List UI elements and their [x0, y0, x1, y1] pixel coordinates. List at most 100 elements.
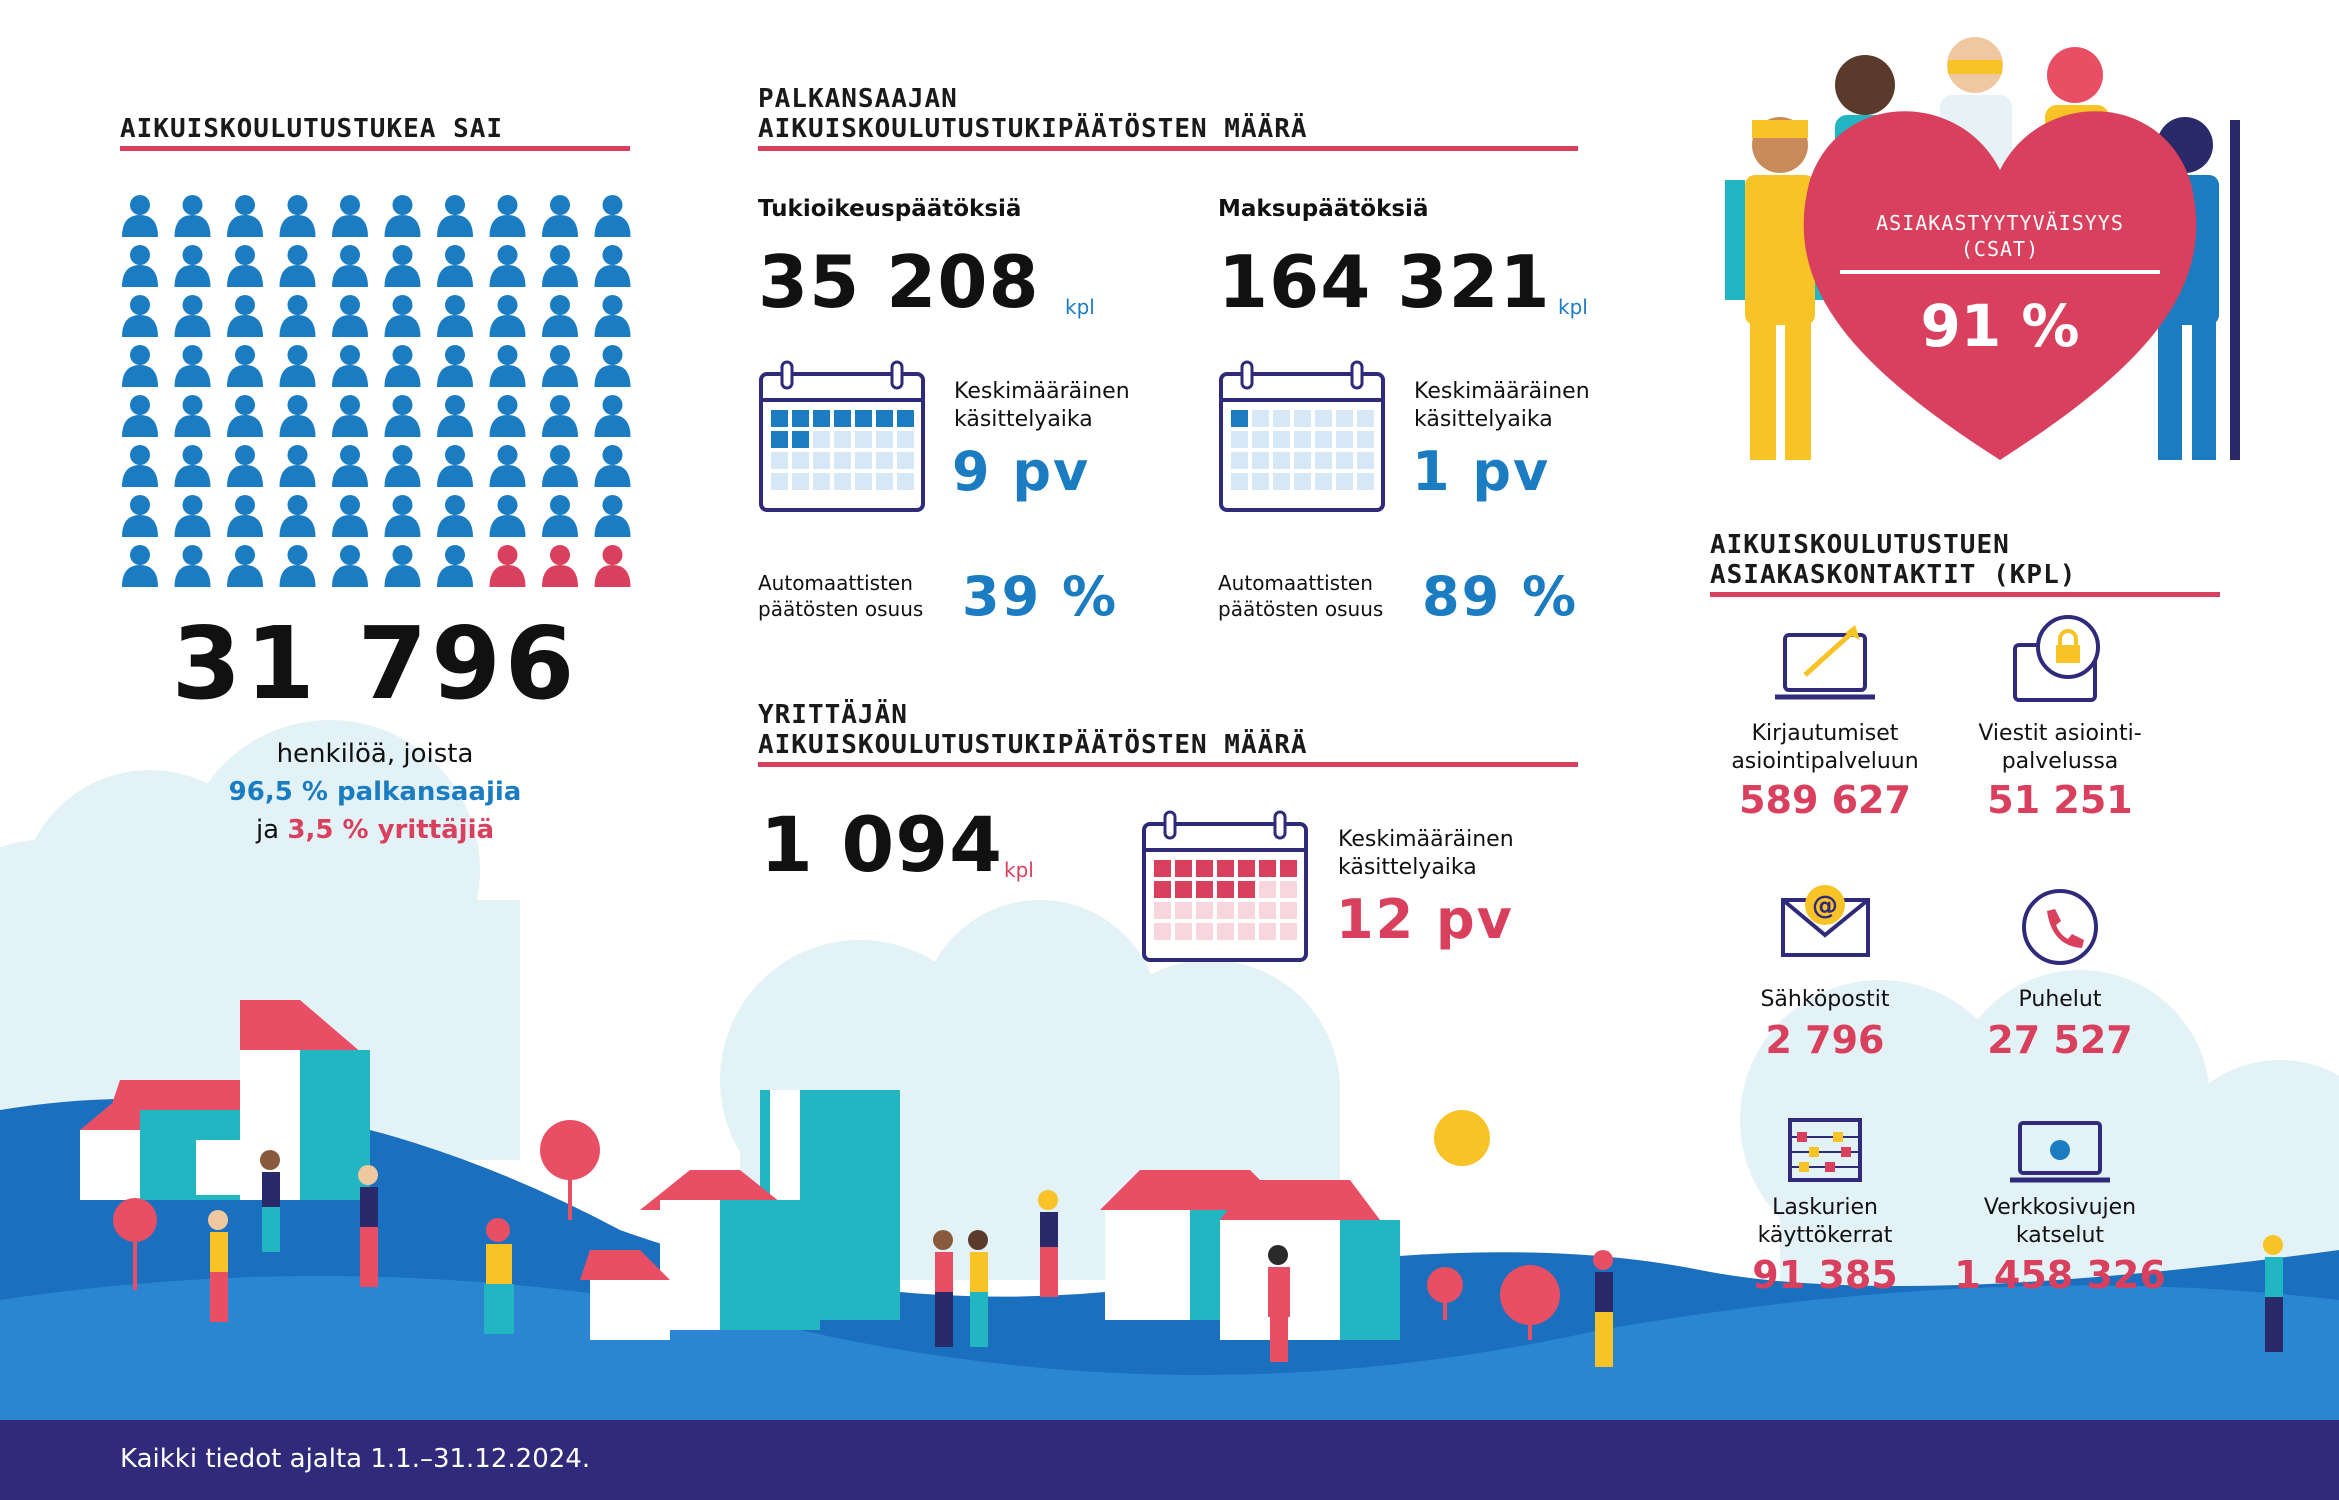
contact-value-calculators: 91 385: [1752, 1253, 1898, 1297]
contacts-heading-line-1: AIKUISKOULUTUSTUEN: [1710, 530, 2010, 560]
calendar-day: [876, 473, 893, 490]
calendar-day: [813, 452, 830, 469]
person-icon: [122, 295, 158, 337]
person-icon: [227, 495, 263, 537]
calendar-day: [1175, 902, 1192, 919]
calendar-day: [855, 431, 872, 448]
calendar-day-filled: [1196, 881, 1213, 898]
calendar-day: [1196, 923, 1213, 940]
person-icon: [332, 245, 368, 287]
person-icon: [594, 295, 631, 337]
left-heading-rule: [120, 146, 630, 151]
person-icon: [122, 395, 158, 437]
entrepreneur-time-label: Keskimääräinen käsittelyaika: [1338, 826, 1514, 882]
calendar-day: [855, 473, 872, 490]
entrepreneur-heading-rule: [758, 762, 1578, 767]
person-icon: [279, 195, 316, 237]
breakdown-line-1: henkilöä, joista: [276, 739, 474, 769]
person-icon: [437, 495, 473, 537]
calendar-day: [834, 452, 851, 469]
calendar-day: [1294, 431, 1311, 448]
breakdown-line-3: ja 3,5 % yrittäjiä: [120, 811, 630, 849]
contact-label-pageviews-1: Verkkosivujen: [1983, 1195, 2137, 1220]
person-icon: [594, 445, 631, 487]
secure-message-icon: [2013, 615, 2100, 702]
calendar-day: [855, 452, 872, 469]
entrepreneur-time-value: 12 pv: [1336, 888, 1514, 951]
calendar-day: [834, 473, 851, 490]
person-icon: [174, 295, 211, 337]
person-icon: [437, 545, 473, 587]
calendar-day: [1294, 410, 1311, 427]
person-icon: [279, 395, 316, 437]
calendar-day: [1259, 902, 1276, 919]
calendar-day-filled: [792, 410, 809, 427]
calendar-day-filled: [813, 410, 830, 427]
payment-auto-label: Automaattisten päätösten osuus: [1218, 570, 1383, 622]
entrepreneur-value: 1 094: [760, 800, 1003, 889]
calendar-day-filled: [1231, 410, 1248, 427]
person-icon: [437, 395, 473, 437]
person-icon: [437, 345, 473, 387]
calendar-day: [1273, 452, 1290, 469]
person-icon: [332, 345, 368, 387]
calendar-day-filled: [1238, 860, 1255, 877]
person-icon: [489, 495, 526, 537]
calendar-day: [1280, 881, 1297, 898]
calendar-icon: [759, 360, 925, 512]
contact-label-pageviews-2: katselut: [2015, 1223, 2105, 1248]
entitlement-auto-label: Automaattisten päätösten osuus: [758, 570, 923, 622]
contact-label-logins-1: Kirjautumiset: [1751, 721, 1899, 746]
person-icon: [332, 545, 368, 587]
entitlement-unit: kpl: [1065, 295, 1095, 319]
person-icon: [227, 545, 263, 587]
payment-auto-label-2: päätösten osuus: [1218, 597, 1384, 621]
person-icon: [279, 495, 316, 537]
csat-label: ASIAKASTYYTYVÄISYYS (CSAT): [1840, 210, 2160, 262]
person-icon: [542, 295, 578, 337]
calendar-day: [771, 473, 788, 490]
calendar-day: [897, 473, 914, 490]
calendar-day: [876, 452, 893, 469]
person-icon: [489, 295, 526, 337]
person-icon: [279, 295, 316, 337]
person-icon: [332, 395, 368, 437]
person-icon: [437, 445, 473, 487]
person-icon: [542, 195, 578, 237]
breakdown-prefix: ja: [255, 815, 288, 845]
contact-value-logins: 589 627: [1739, 778, 1911, 822]
left-heading: AIKUISKOULUTUSTUKEA SAI: [120, 114, 504, 144]
person-icon: [174, 195, 211, 237]
csat-value: 91 %: [1920, 292, 2080, 360]
calendar-day: [1336, 431, 1353, 448]
person-icon: [384, 495, 421, 537]
calendar-day: [1217, 902, 1234, 919]
calendar-day: [1336, 410, 1353, 427]
person-icon: [332, 195, 368, 237]
person-icon: [542, 545, 578, 587]
entrepreneur-heading-line-2: AIKUISKOULUTUSTUKIPÄÄTÖSTEN MÄÄRÄ: [758, 730, 1308, 760]
person-icon: [227, 395, 263, 437]
payment-unit: kpl: [1558, 295, 1588, 319]
entitlement-time-label-2: käsittelyaika: [954, 407, 1093, 432]
calendar-day-filled: [792, 431, 809, 448]
calendar-day-filled: [1280, 860, 1297, 877]
person-icon: [384, 245, 421, 287]
contact-label-messages-1: Viestit asiointi-: [1978, 721, 2142, 746]
calendar-day-filled: [1217, 881, 1234, 898]
person-icon: [174, 495, 211, 537]
payment-value: 164 321: [1218, 240, 1551, 324]
entrepreneur-time-label-2: käsittelyaika: [1338, 855, 1477, 880]
person-icon: [174, 345, 211, 387]
person-icon: [384, 195, 421, 237]
calendar-day: [813, 431, 830, 448]
footer-bar: Kaikki tiedot ajalta 1.1.–31.12.2024.: [0, 1420, 2339, 1500]
payment-auto-label-1: Automaattisten: [1218, 571, 1373, 595]
calendar-day: [1259, 881, 1276, 898]
person-icon: [489, 345, 526, 387]
entrepreneur-heading-line-1: YRITTÄJÄN: [758, 700, 908, 730]
entitlement-auto-label-1: Automaattisten: [758, 571, 913, 595]
footer-text: Kaikki tiedot ajalta 1.1.–31.12.2024.: [120, 1444, 591, 1474]
